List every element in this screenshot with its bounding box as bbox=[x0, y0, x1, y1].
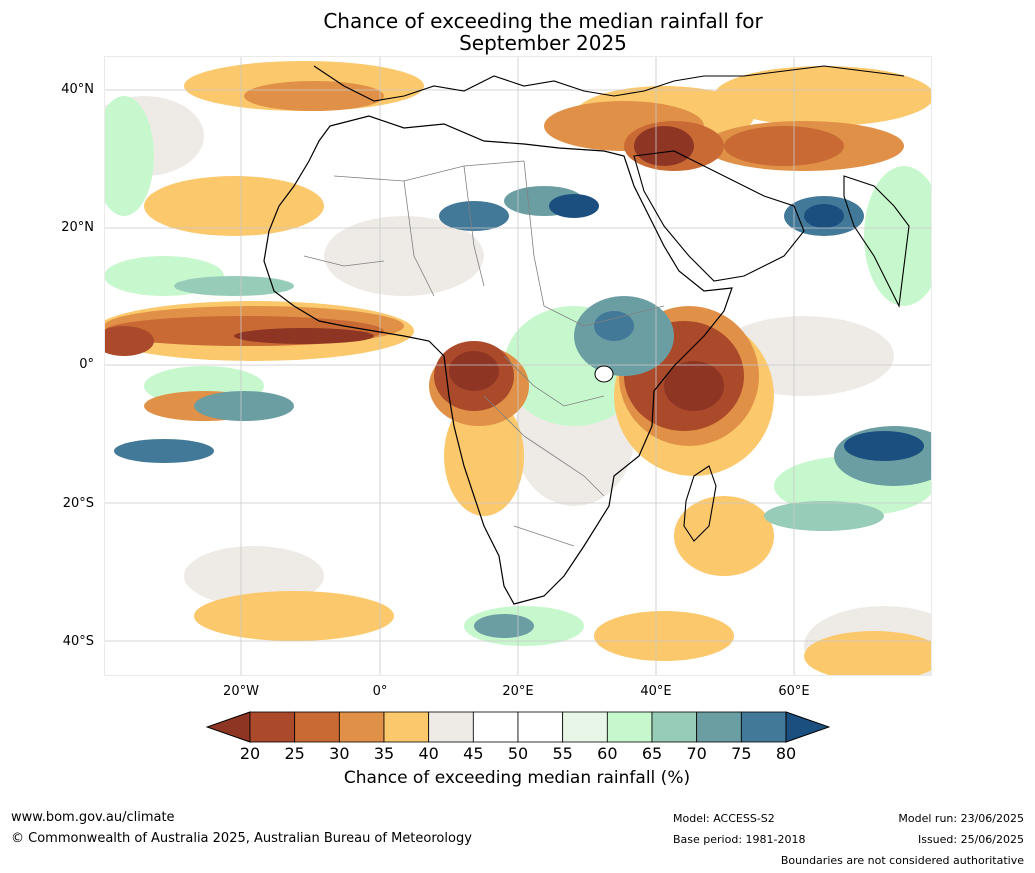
colorbar-segment bbox=[517, 711, 564, 743]
title-line-1: Chance of exceeding the median rainfall … bbox=[323, 9, 763, 33]
colorbar-segment bbox=[651, 711, 698, 743]
lon-label-20e: 20°E bbox=[502, 684, 534, 699]
graticule bbox=[104, 56, 932, 676]
map-title: Chance of exceeding the median rainfall … bbox=[243, 10, 843, 54]
colorbar-segment bbox=[338, 711, 385, 743]
lat-label-20s: 20°S bbox=[62, 496, 94, 511]
base-period: Base period: 1981-2018 bbox=[673, 833, 806, 846]
colorbar-tick-label: 70 bbox=[686, 744, 707, 763]
colorbar-segment bbox=[696, 711, 742, 743]
colorbar-tick-label: 75 bbox=[731, 744, 752, 763]
africa-coastline bbox=[263, 115, 733, 605]
lon-label-0: 0° bbox=[372, 684, 388, 699]
colorbar-segment bbox=[562, 711, 608, 743]
madagascar-outline bbox=[683, 465, 717, 542]
colorbar-tick-label: 50 bbox=[507, 744, 529, 763]
rainfall-probability-field bbox=[104, 61, 932, 676]
model-run-date: Model run: 23/06/2025 bbox=[898, 812, 1024, 825]
colorbar-extend-high bbox=[785, 711, 830, 743]
copyright-text: © Commonwealth of Australia 2025, Austra… bbox=[11, 831, 472, 846]
india-outline bbox=[843, 175, 910, 308]
colorbar-tick-label: 60 bbox=[597, 744, 618, 763]
lat-label-40s: 40°S bbox=[62, 634, 94, 649]
lon-label-20w: 20°W bbox=[223, 684, 259, 699]
country-borders bbox=[303, 160, 665, 547]
lon-label-40e: 40°E bbox=[640, 684, 672, 699]
issued-date: Issued: 25/06/2025 bbox=[917, 833, 1024, 846]
lon-label-60e: 60°E bbox=[778, 684, 810, 699]
model-name: Model: ACCESS-S2 bbox=[673, 812, 775, 825]
colorbar-segment bbox=[428, 711, 474, 743]
colorbar-tick-label: 40 bbox=[418, 744, 439, 763]
rainfall-map bbox=[104, 56, 932, 676]
title-line-2: September 2025 bbox=[459, 31, 627, 55]
colorbar-tick-label: 45 bbox=[463, 744, 484, 763]
colorbar-tick-label: 80 bbox=[775, 744, 797, 763]
arabia-outline bbox=[633, 150, 805, 282]
colorbar-tick-label: 35 bbox=[373, 744, 395, 763]
lat-label-equator: 0° bbox=[79, 357, 94, 372]
colorbar-segment bbox=[383, 711, 430, 743]
colorbar-tick-label: 65 bbox=[641, 744, 663, 763]
colorbar-segment bbox=[606, 711, 653, 743]
colorbar-segment bbox=[740, 711, 787, 743]
lake-victoria bbox=[594, 365, 614, 383]
europe-coastline bbox=[313, 65, 905, 102]
lat-label-40n: 40°N bbox=[61, 82, 94, 97]
website-link[interactable]: www.bom.gov.au/climate bbox=[11, 810, 175, 825]
colorbar-tick-label: 30 bbox=[329, 744, 350, 763]
colorbar-segment bbox=[472, 711, 519, 743]
lat-label-20n: 20°N bbox=[61, 220, 94, 235]
colorbar-label: Chance of exceeding median rainfall (%) bbox=[343, 768, 691, 788]
colorbar-extend-low bbox=[206, 711, 251, 743]
colorbar-tick-label: 25 bbox=[284, 744, 305, 763]
colorbar-segment bbox=[294, 711, 340, 743]
colorbar-tick-label: 55 bbox=[552, 744, 573, 763]
colorbar-tick-label: 20 bbox=[239, 744, 261, 763]
boundaries-disclaimer: Boundaries are not considered authoritat… bbox=[780, 854, 1024, 867]
colorbar bbox=[206, 711, 830, 743]
colorbar-segment bbox=[249, 711, 296, 743]
